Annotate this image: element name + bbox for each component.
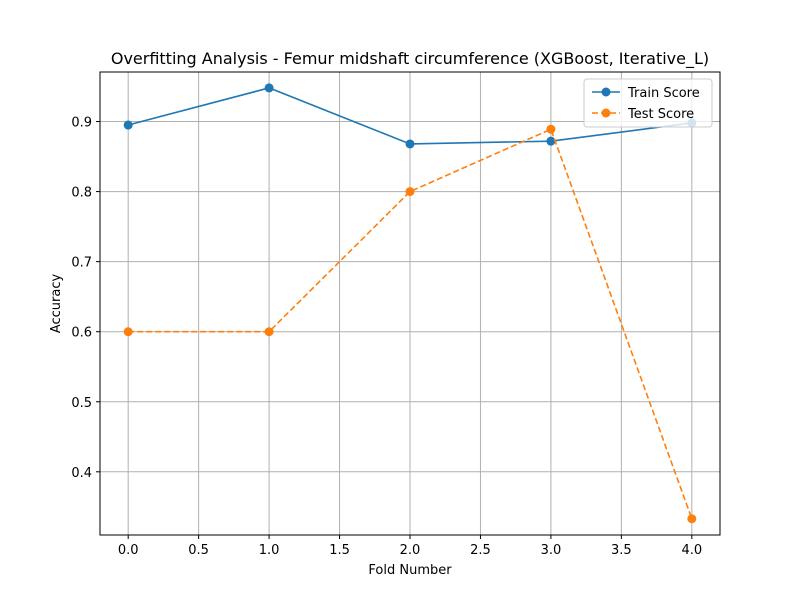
x-tick-label: 0.5 [188,543,209,558]
y-tick-label: 0.6 [71,326,92,341]
x-tick-label: 0.0 [118,543,139,558]
x-tick-label: 1.5 [329,543,350,558]
y-tick-label: 0.8 [71,186,92,201]
data-point [546,136,556,146]
data-point [264,327,274,337]
y-tick-label: 0.4 [71,466,92,481]
series-test-score [123,124,697,524]
x-tick-label: 2.0 [400,543,421,558]
data-point [123,120,133,130]
legend-marker [601,87,611,97]
legend-marker [601,108,611,118]
data-point [264,83,274,93]
x-tick-label: 3.5 [611,543,632,558]
y-axis-label: Accuracy [49,274,64,334]
y-tick-label: 0.5 [71,396,92,411]
legend-item: Test Score [592,107,694,122]
y-axis: 0.4 0.5 0.6 0.7 0.8 0.9 [71,116,100,481]
y-tick-label: 0.7 [71,256,92,271]
legend-box [583,78,713,128]
y-tick-label: 0.9 [71,116,92,131]
x-tick-label: 4.0 [681,543,702,558]
x-axis-label: Fold Number [368,563,452,578]
x-tick-label: 2.5 [470,543,491,558]
x-tick-label: 3.0 [541,543,562,558]
x-axis: 0.0 0.5 1.0 1.5 2.0 2.5 3.0 3.5 4.0 [118,535,702,558]
series-line [128,128,693,520]
legend-label: Test Score [627,107,694,122]
data-point [123,327,133,337]
x-tick-label: 1.0 [259,543,280,558]
data-point [546,124,556,134]
data-point [687,514,697,524]
data-point [405,187,415,197]
chart-title: Overfitting Analysis - Femur midshaft ci… [111,49,709,69]
legend-item: Train Score [592,86,700,101]
legend: Train Score Test Score [583,78,713,128]
legend-label: Train Score [627,86,700,101]
data-point [405,139,415,149]
